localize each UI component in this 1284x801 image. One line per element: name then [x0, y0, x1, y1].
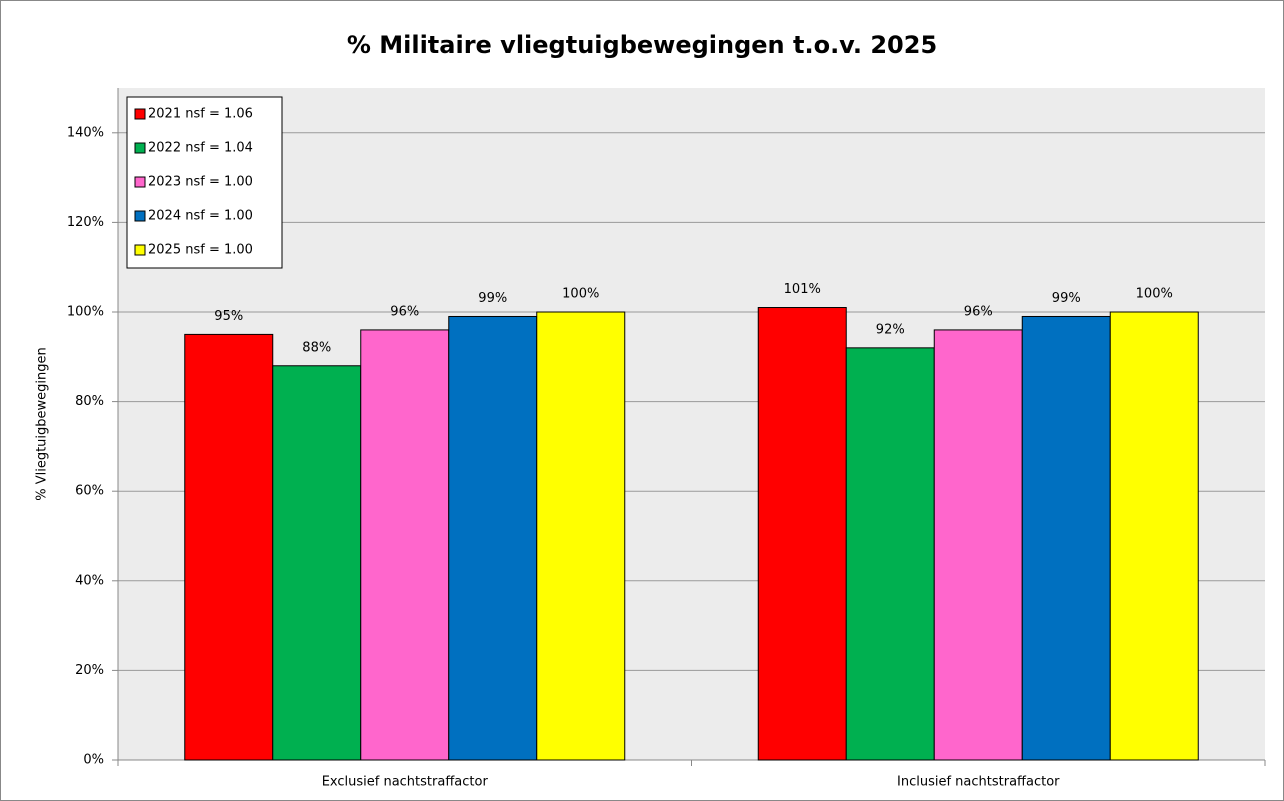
legend-swatch: [134, 210, 146, 222]
data-label: 100%: [1136, 287, 1173, 302]
y-tick-label: 100%: [67, 305, 104, 320]
y-tick-label: 20%: [75, 663, 104, 678]
data-label: 95%: [214, 309, 243, 324]
bar: [845, 347, 935, 761]
data-label: 96%: [964, 304, 993, 319]
y-tick-label: 120%: [67, 215, 104, 230]
bar: [448, 315, 538, 761]
y-tick-label: 0%: [83, 753, 104, 768]
legend-label: 2024 nsf = 1.00: [148, 209, 253, 224]
bar: [536, 311, 626, 761]
legend-swatch: [134, 244, 146, 256]
legend-swatch: [134, 108, 146, 120]
legend-label: 2021 nsf = 1.06: [148, 107, 253, 122]
y-tick-label: 60%: [75, 484, 104, 499]
data-label: 100%: [562, 287, 599, 302]
y-tick-label: 40%: [75, 573, 104, 588]
legend-label: 2025 nsf = 1.00: [148, 243, 253, 258]
bar: [360, 329, 450, 761]
data-label: 99%: [478, 291, 507, 306]
bar: [1109, 311, 1199, 761]
legend-swatch: [134, 176, 146, 188]
x-tick-label: Exclusief nachtstraffactor: [322, 775, 489, 790]
data-label: 88%: [302, 340, 331, 355]
y-tick-label: 80%: [75, 394, 104, 409]
bar: [933, 329, 1023, 761]
bar: [1021, 315, 1111, 761]
bar: [184, 333, 274, 761]
legend-label: 2022 nsf = 1.04: [148, 141, 253, 156]
y-tick-label: 140%: [67, 125, 104, 140]
legend-box: [126, 96, 283, 269]
bar: [272, 365, 362, 761]
bar: [757, 307, 847, 761]
data-label: 92%: [876, 322, 905, 337]
data-label: 99%: [1052, 291, 1081, 306]
legend-label: 2023 nsf = 1.00: [148, 175, 253, 190]
data-label: 96%: [390, 304, 419, 319]
y-axis-label: % Vliegtuigbewegingen: [35, 347, 50, 501]
data-label: 101%: [784, 282, 821, 297]
x-tick-label: Inclusief nachtstraffactor: [897, 775, 1060, 790]
chart-title: % Militaire vliegtuigbewegingen t.o.v. 2…: [347, 31, 937, 59]
legend-swatch: [134, 142, 146, 154]
